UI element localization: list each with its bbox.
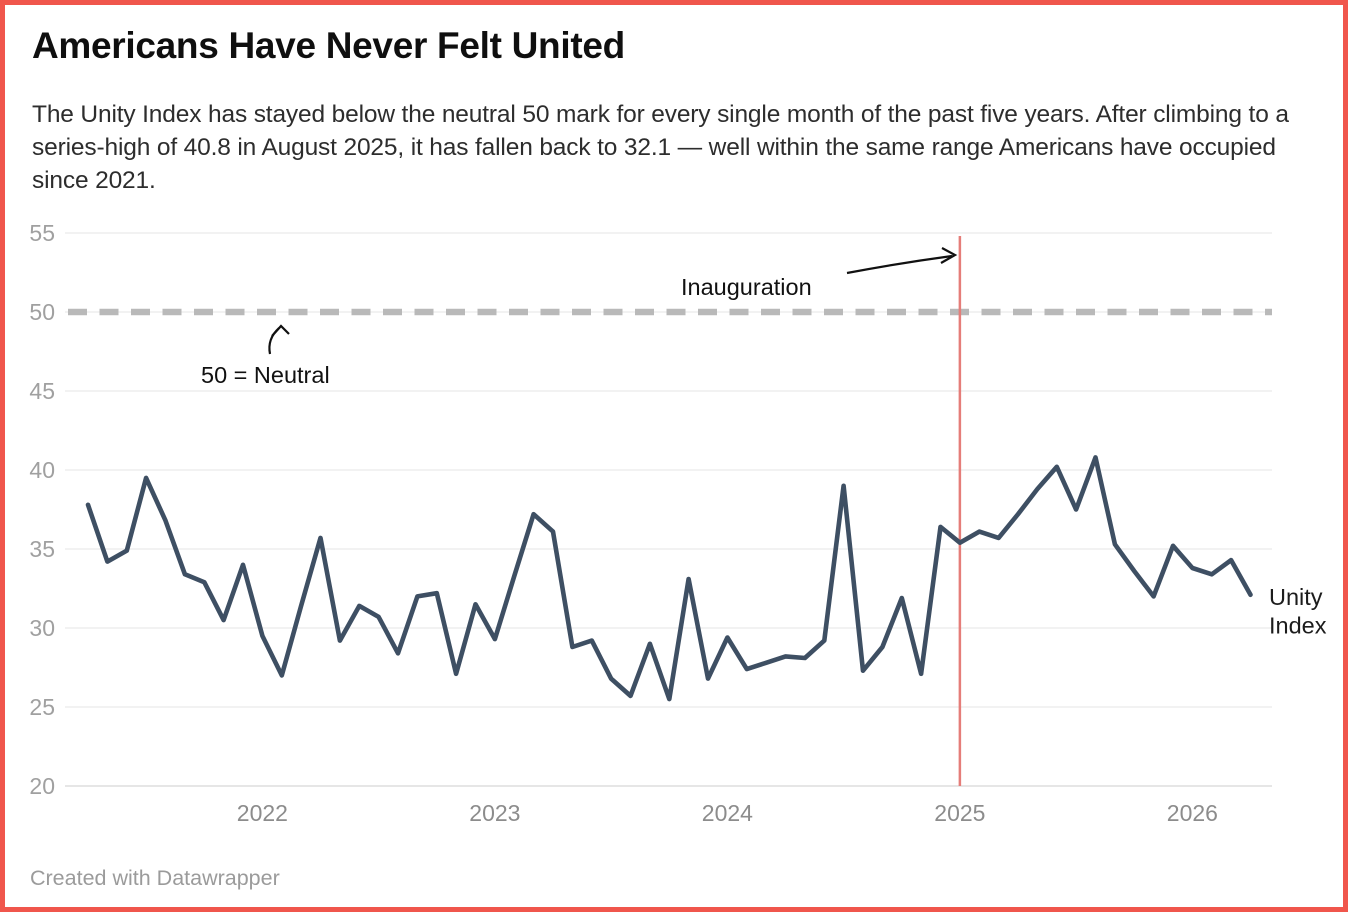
chart-description: The Unity Index has stayed below the neu… bbox=[32, 101, 1289, 194]
inauguration-annotation-arrow bbox=[846, 254, 953, 275]
x-tick-label: 2024 bbox=[702, 800, 753, 826]
y-tick-label: 50 bbox=[29, 299, 55, 325]
y-tick-label: 30 bbox=[29, 615, 55, 641]
y-tick-label: 35 bbox=[29, 536, 55, 562]
inauguration-annotation-text: Inauguration bbox=[681, 274, 812, 300]
y-tick-label: 40 bbox=[29, 457, 55, 483]
x-tick-label: 2025 bbox=[934, 800, 985, 826]
y-tick-label: 55 bbox=[29, 220, 55, 246]
datawrapper-credit: Created with Datawrapper bbox=[30, 866, 280, 890]
neutral-annotation-text: 50 = Neutral bbox=[201, 362, 330, 388]
x-tick-label: 2026 bbox=[1167, 800, 1218, 826]
y-tick-label: 20 bbox=[29, 773, 55, 799]
neutral-annotation-arrowhead bbox=[271, 324, 290, 337]
inauguration-annotation-arrowhead bbox=[940, 247, 958, 264]
y-tick-label: 25 bbox=[29, 694, 55, 720]
series-label: Unity Index bbox=[1269, 584, 1327, 639]
chart-title: Americans Have Never Felt United bbox=[32, 25, 625, 66]
neutral-annotation-arrow bbox=[268, 327, 280, 355]
y-tick-label: 45 bbox=[29, 378, 55, 404]
x-tick-label: 2022 bbox=[237, 800, 288, 826]
x-tick-label: 2023 bbox=[469, 800, 520, 826]
unity-index-series-line bbox=[85, 455, 1253, 702]
